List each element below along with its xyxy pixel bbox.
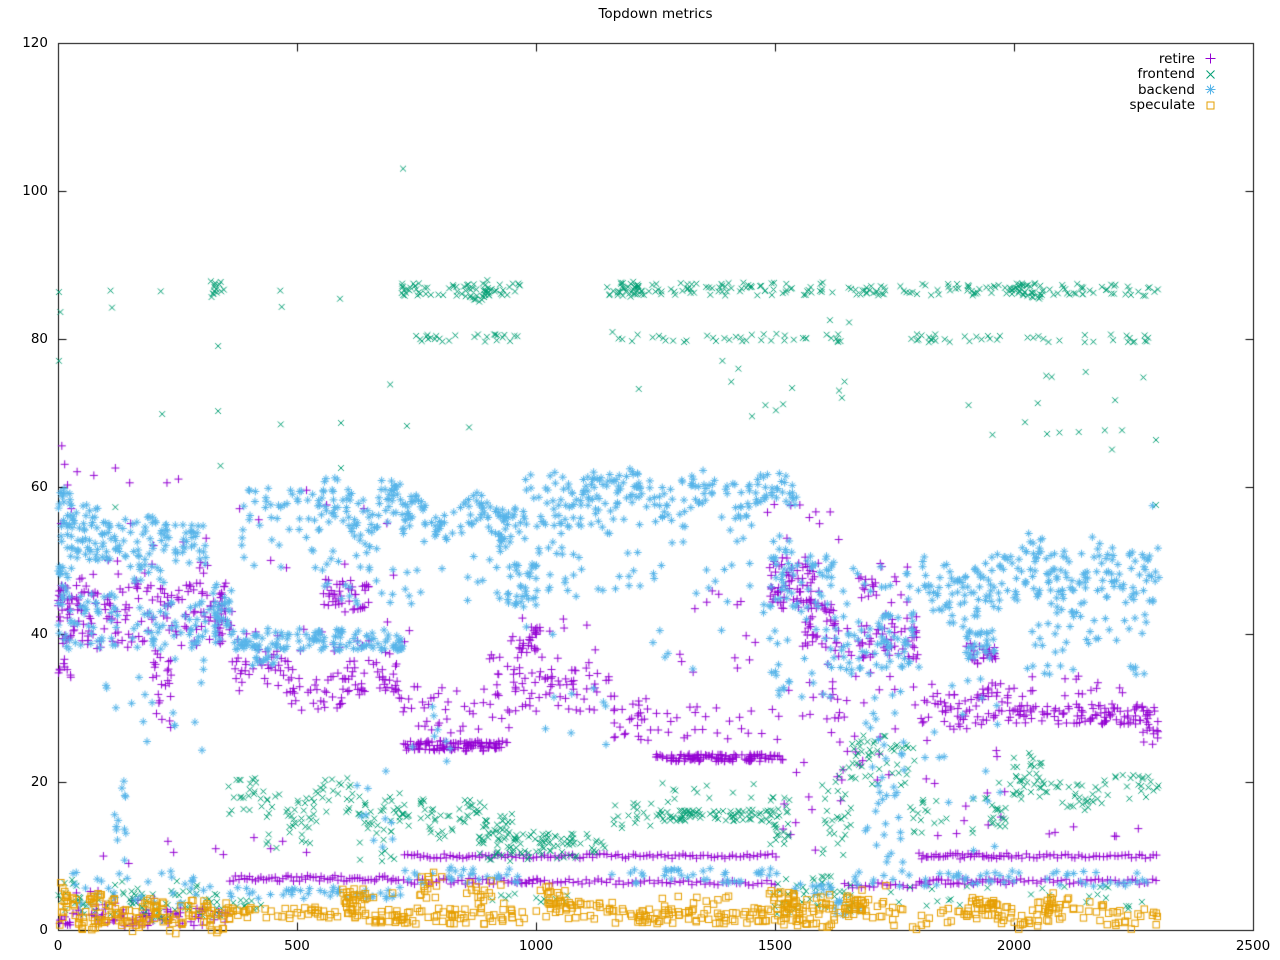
legend-label: speculate	[1129, 97, 1195, 114]
legend-label: backend	[1137, 81, 1195, 98]
legend-label: frontend	[1137, 66, 1195, 83]
legend: retire frontend backend speculate	[1040, 51, 1225, 113]
x-tick-label: 2500	[1235, 938, 1271, 954]
x-tick-label: 1000	[518, 938, 554, 954]
legend-item-retire: retire	[1040, 51, 1225, 67]
asterisk-marker-icon	[1195, 83, 1225, 96]
y-tick-label: 40	[30, 626, 48, 643]
legend-item-frontend: frontend	[1040, 66, 1225, 83]
legend-label: retire	[1158, 50, 1195, 67]
legend-item-speculate: speculate	[1040, 97, 1225, 114]
y-tick-label: 100	[22, 182, 48, 199]
y-tick-label: 80	[30, 330, 48, 347]
y-tick-label: 0	[39, 922, 48, 938]
y-tick-label: 20	[30, 774, 48, 791]
x-tick-label: 2000	[996, 938, 1032, 954]
chart-title: Topdown metrics	[598, 6, 713, 22]
y-tick-label: 60	[30, 478, 48, 495]
legend-item-backend: backend	[1040, 82, 1225, 98]
x-tick-label: 1500	[757, 938, 793, 954]
plus-marker-icon	[1195, 52, 1225, 65]
x-tick-label: 0	[53, 938, 63, 954]
cross-marker-icon	[1195, 68, 1225, 81]
y-tick-label: 120	[22, 35, 48, 51]
x-tick-label: 500	[284, 938, 310, 954]
square-marker-icon	[1195, 99, 1225, 112]
